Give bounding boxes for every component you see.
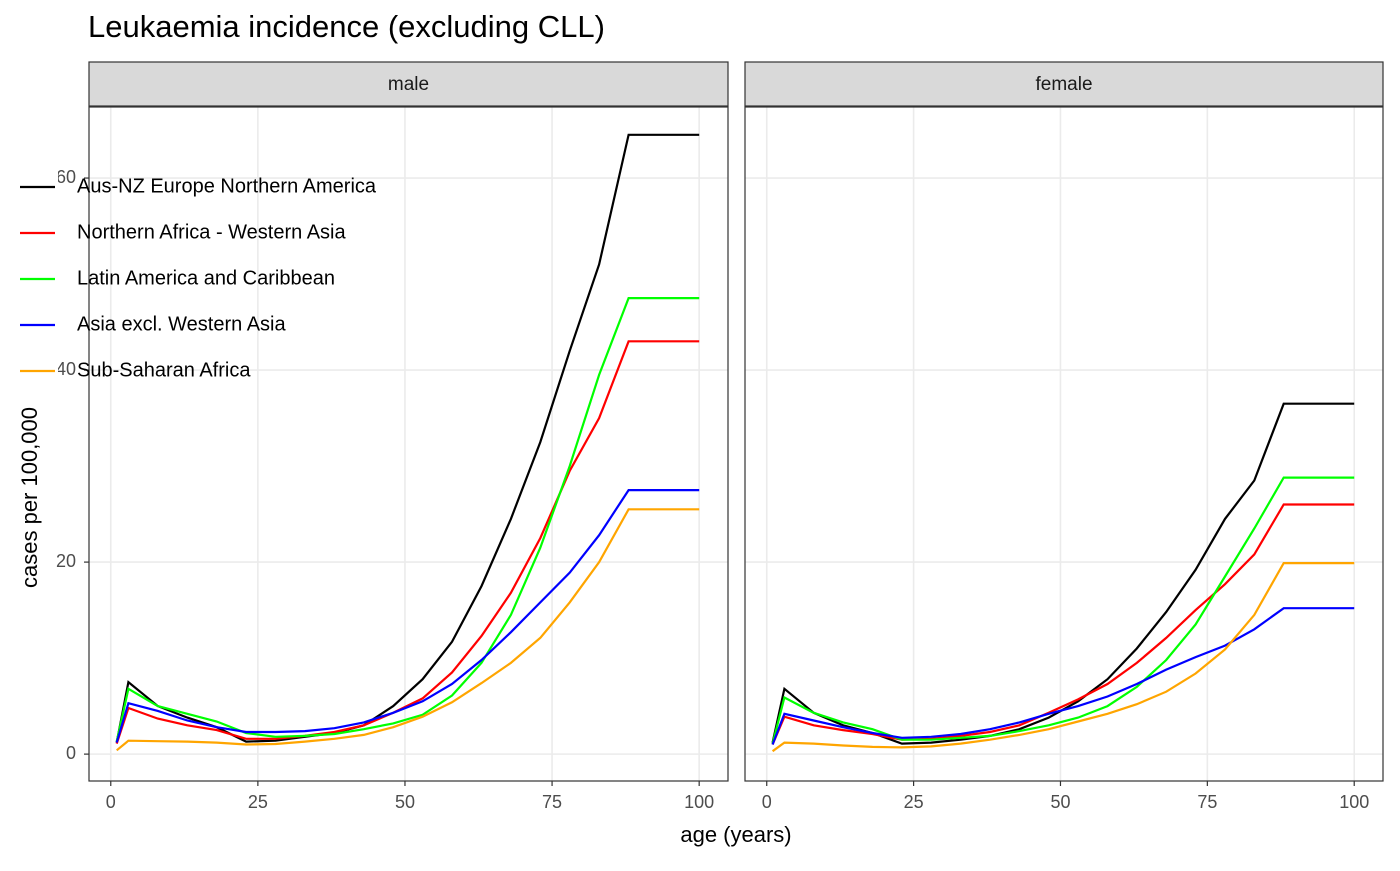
- x-tick-label: 75: [542, 792, 562, 812]
- x-axis-label: age (years): [680, 822, 791, 847]
- x-tick-label: 0: [106, 792, 116, 812]
- y-tick-label: 20: [56, 551, 76, 571]
- legend-label: Northern Africa - Western Asia: [77, 221, 347, 243]
- strip-label: male: [388, 74, 429, 95]
- legend-label: Sub-Saharan Africa: [77, 359, 251, 381]
- x-tick-label: 100: [1339, 792, 1369, 812]
- series-line: [115, 489, 700, 743]
- x-tick-label: 0: [762, 792, 772, 812]
- strip-label: female: [1035, 74, 1092, 95]
- series-line: [115, 133, 700, 743]
- strip: [88, 61, 729, 107]
- series-line: [771, 607, 1355, 745]
- panel-background: [745, 107, 1383, 781]
- chart-title: Leukaemia incidence (excluding CLL): [88, 9, 605, 44]
- x-tick-label: 100: [684, 792, 714, 812]
- panel-border: [88, 106, 729, 782]
- legend-label: Latin America and Caribbean: [77, 267, 335, 289]
- series-line: [115, 297, 700, 742]
- panel-border: [744, 106, 1384, 782]
- legend-label: Asia excl. Western Asia: [77, 313, 286, 335]
- x-tick-label: 25: [248, 792, 268, 812]
- y-tick-label: 40: [56, 359, 76, 379]
- series-line: [771, 561, 1355, 753]
- x-tick-label: 75: [1197, 792, 1217, 812]
- x-tick-label: 50: [395, 792, 415, 812]
- y-tick-label: 60: [56, 167, 76, 187]
- x-tick-label: 50: [1050, 792, 1070, 812]
- panel-background: [89, 107, 728, 781]
- x-tick-label: 25: [904, 792, 924, 812]
- y-tick-label: 0: [66, 743, 76, 763]
- series-line: [116, 508, 700, 752]
- series-line: [771, 402, 1355, 745]
- legend-label: Aus-NZ Europe Northern America: [77, 175, 377, 197]
- strip: [744, 61, 1384, 107]
- series-line: [771, 476, 1355, 744]
- y-axis-label: cases per 100,000: [17, 407, 42, 588]
